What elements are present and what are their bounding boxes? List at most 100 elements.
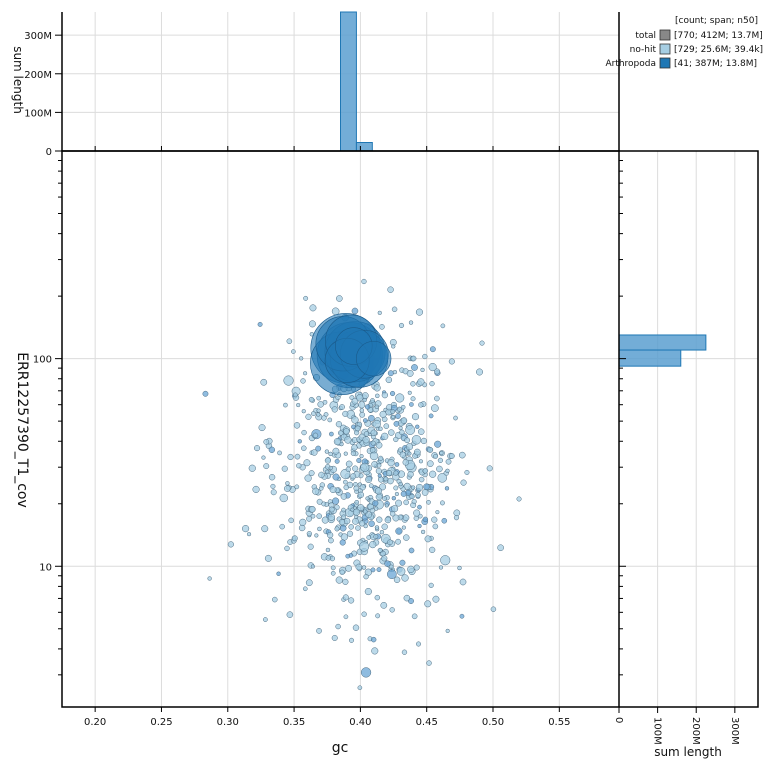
no-hit-point [387,286,394,293]
no-hit-point [306,515,312,522]
no-hit-point [332,497,340,505]
no-hit-point [411,613,418,620]
no-hit-point [227,541,234,548]
legend-stats-arthropoda: [41; 387M; 13.8M] [674,59,757,69]
no-hit-point [415,308,424,316]
no-hit-point [353,485,360,492]
no-hit-point [356,457,362,464]
no-hit-point [342,594,349,601]
no-hit-point [332,447,340,455]
no-hit-point [407,565,415,573]
no-hit-point [398,426,403,431]
no-hit-point [369,451,379,461]
no-hit-point [374,404,379,409]
no-hit-point [434,395,440,402]
no-hit-point [394,462,400,467]
no-hit-point [294,453,301,460]
no-hit-point [445,468,450,473]
no-hit-point [438,565,444,570]
no-hit-point [378,426,383,431]
no-hit-point [328,537,334,544]
no-hit-point [395,413,401,419]
no-hit-point [321,516,329,524]
no-hit-point [395,527,403,535]
no-hit-point [357,491,365,498]
no-hit-point [460,479,467,486]
no-hit-point [299,518,307,526]
no-hit-point [293,392,298,398]
no-hit-point [316,513,322,519]
no-hit-point [382,496,388,501]
no-hit-point [421,489,429,496]
right-x-tick-label: 100M [652,717,663,745]
no-hit-point [429,346,436,353]
no-hit-point [458,451,466,459]
legend-swatch-total [659,29,671,41]
no-hit-point [368,483,374,489]
no-hit-point [445,628,450,633]
x-tick-label: 0.55 [548,717,570,728]
no-hit-point [371,461,378,468]
no-hit-point [401,574,409,582]
no-hit-point [371,647,379,655]
no-hit-point [350,473,357,480]
no-hit-point [342,479,348,485]
no-hit-point [262,617,268,622]
no-hit-point [317,526,322,532]
no-hit-point [315,445,322,452]
legend-label-arthropoda: Arthropoda [605,59,656,69]
no-hit-point [346,530,354,537]
no-hit-point [411,364,418,371]
no-hit-point [306,531,312,537]
no-hit-point [362,509,368,514]
no-hit-point [343,484,349,491]
x-tick-label: 0.30 [217,717,239,728]
no-hit-point [340,493,348,500]
no-hit-point [459,613,465,619]
no-hit-point [374,525,380,530]
no-hit-point [308,470,315,477]
no-hit-point [260,378,268,386]
no-hit-point [286,338,293,345]
right-hist-bar [618,334,707,351]
right-x-tick-label: 0 [613,717,624,723]
no-hit-point [445,458,452,465]
no-hit-point [345,460,353,468]
no-hit-point [325,555,332,561]
no-hit-point [395,499,403,507]
no-hit-point [329,486,337,494]
no-hit-point [365,496,370,501]
no-hit-point [246,532,252,537]
no-hit-point [426,460,434,467]
no-hit-point [410,485,416,490]
no-hit-point [516,496,522,502]
no-hit-point [359,408,365,413]
no-hit-point [316,395,321,401]
no-hit-point [341,514,347,520]
y-tick-label: 10 [39,562,52,573]
no-hit-point [324,469,330,475]
no-hit-point [257,321,263,327]
no-hit-point [387,459,395,467]
no-hit-point [476,368,483,376]
no-hit-point [331,307,340,316]
no-hit-point [401,525,406,530]
no-hit-point [375,468,382,475]
background-points [202,278,522,691]
no-hit-point [403,594,411,602]
no-hit-point [339,524,347,532]
legend-stats-nohit: [729; 25.6M; 39.4k] [674,45,763,55]
no-hit-point [389,390,396,397]
no-hit-point [358,401,366,409]
no-hit-point [424,600,432,608]
top-y-tick-label: 300M [24,31,52,42]
no-hit-point [359,454,364,459]
no-hit-point [308,320,316,328]
no-hit-point [355,563,363,571]
no-hit-point [410,355,417,362]
no-hit-point [359,411,366,418]
no-hit-point [270,489,277,496]
no-hit-point [420,437,427,445]
no-hit-point [379,483,387,491]
no-hit-point [385,376,393,384]
